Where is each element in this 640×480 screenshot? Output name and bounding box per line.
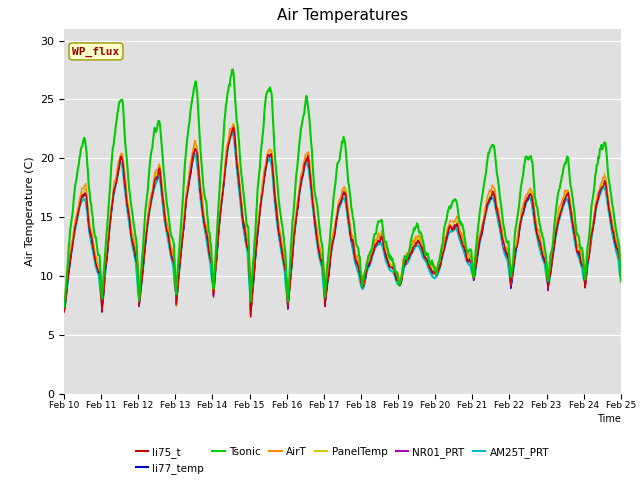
Text: WP_flux: WP_flux (72, 47, 120, 57)
Y-axis label: Air Temperature (C): Air Temperature (C) (24, 156, 35, 266)
Title: Air Temperatures: Air Temperatures (277, 9, 408, 24)
Text: Time: Time (597, 414, 621, 424)
Legend: li75_t, li77_temp, Tsonic, AirT, PanelTemp, NR01_PRT, AM25T_PRT: li75_t, li77_temp, Tsonic, AirT, PanelTe… (132, 443, 553, 478)
